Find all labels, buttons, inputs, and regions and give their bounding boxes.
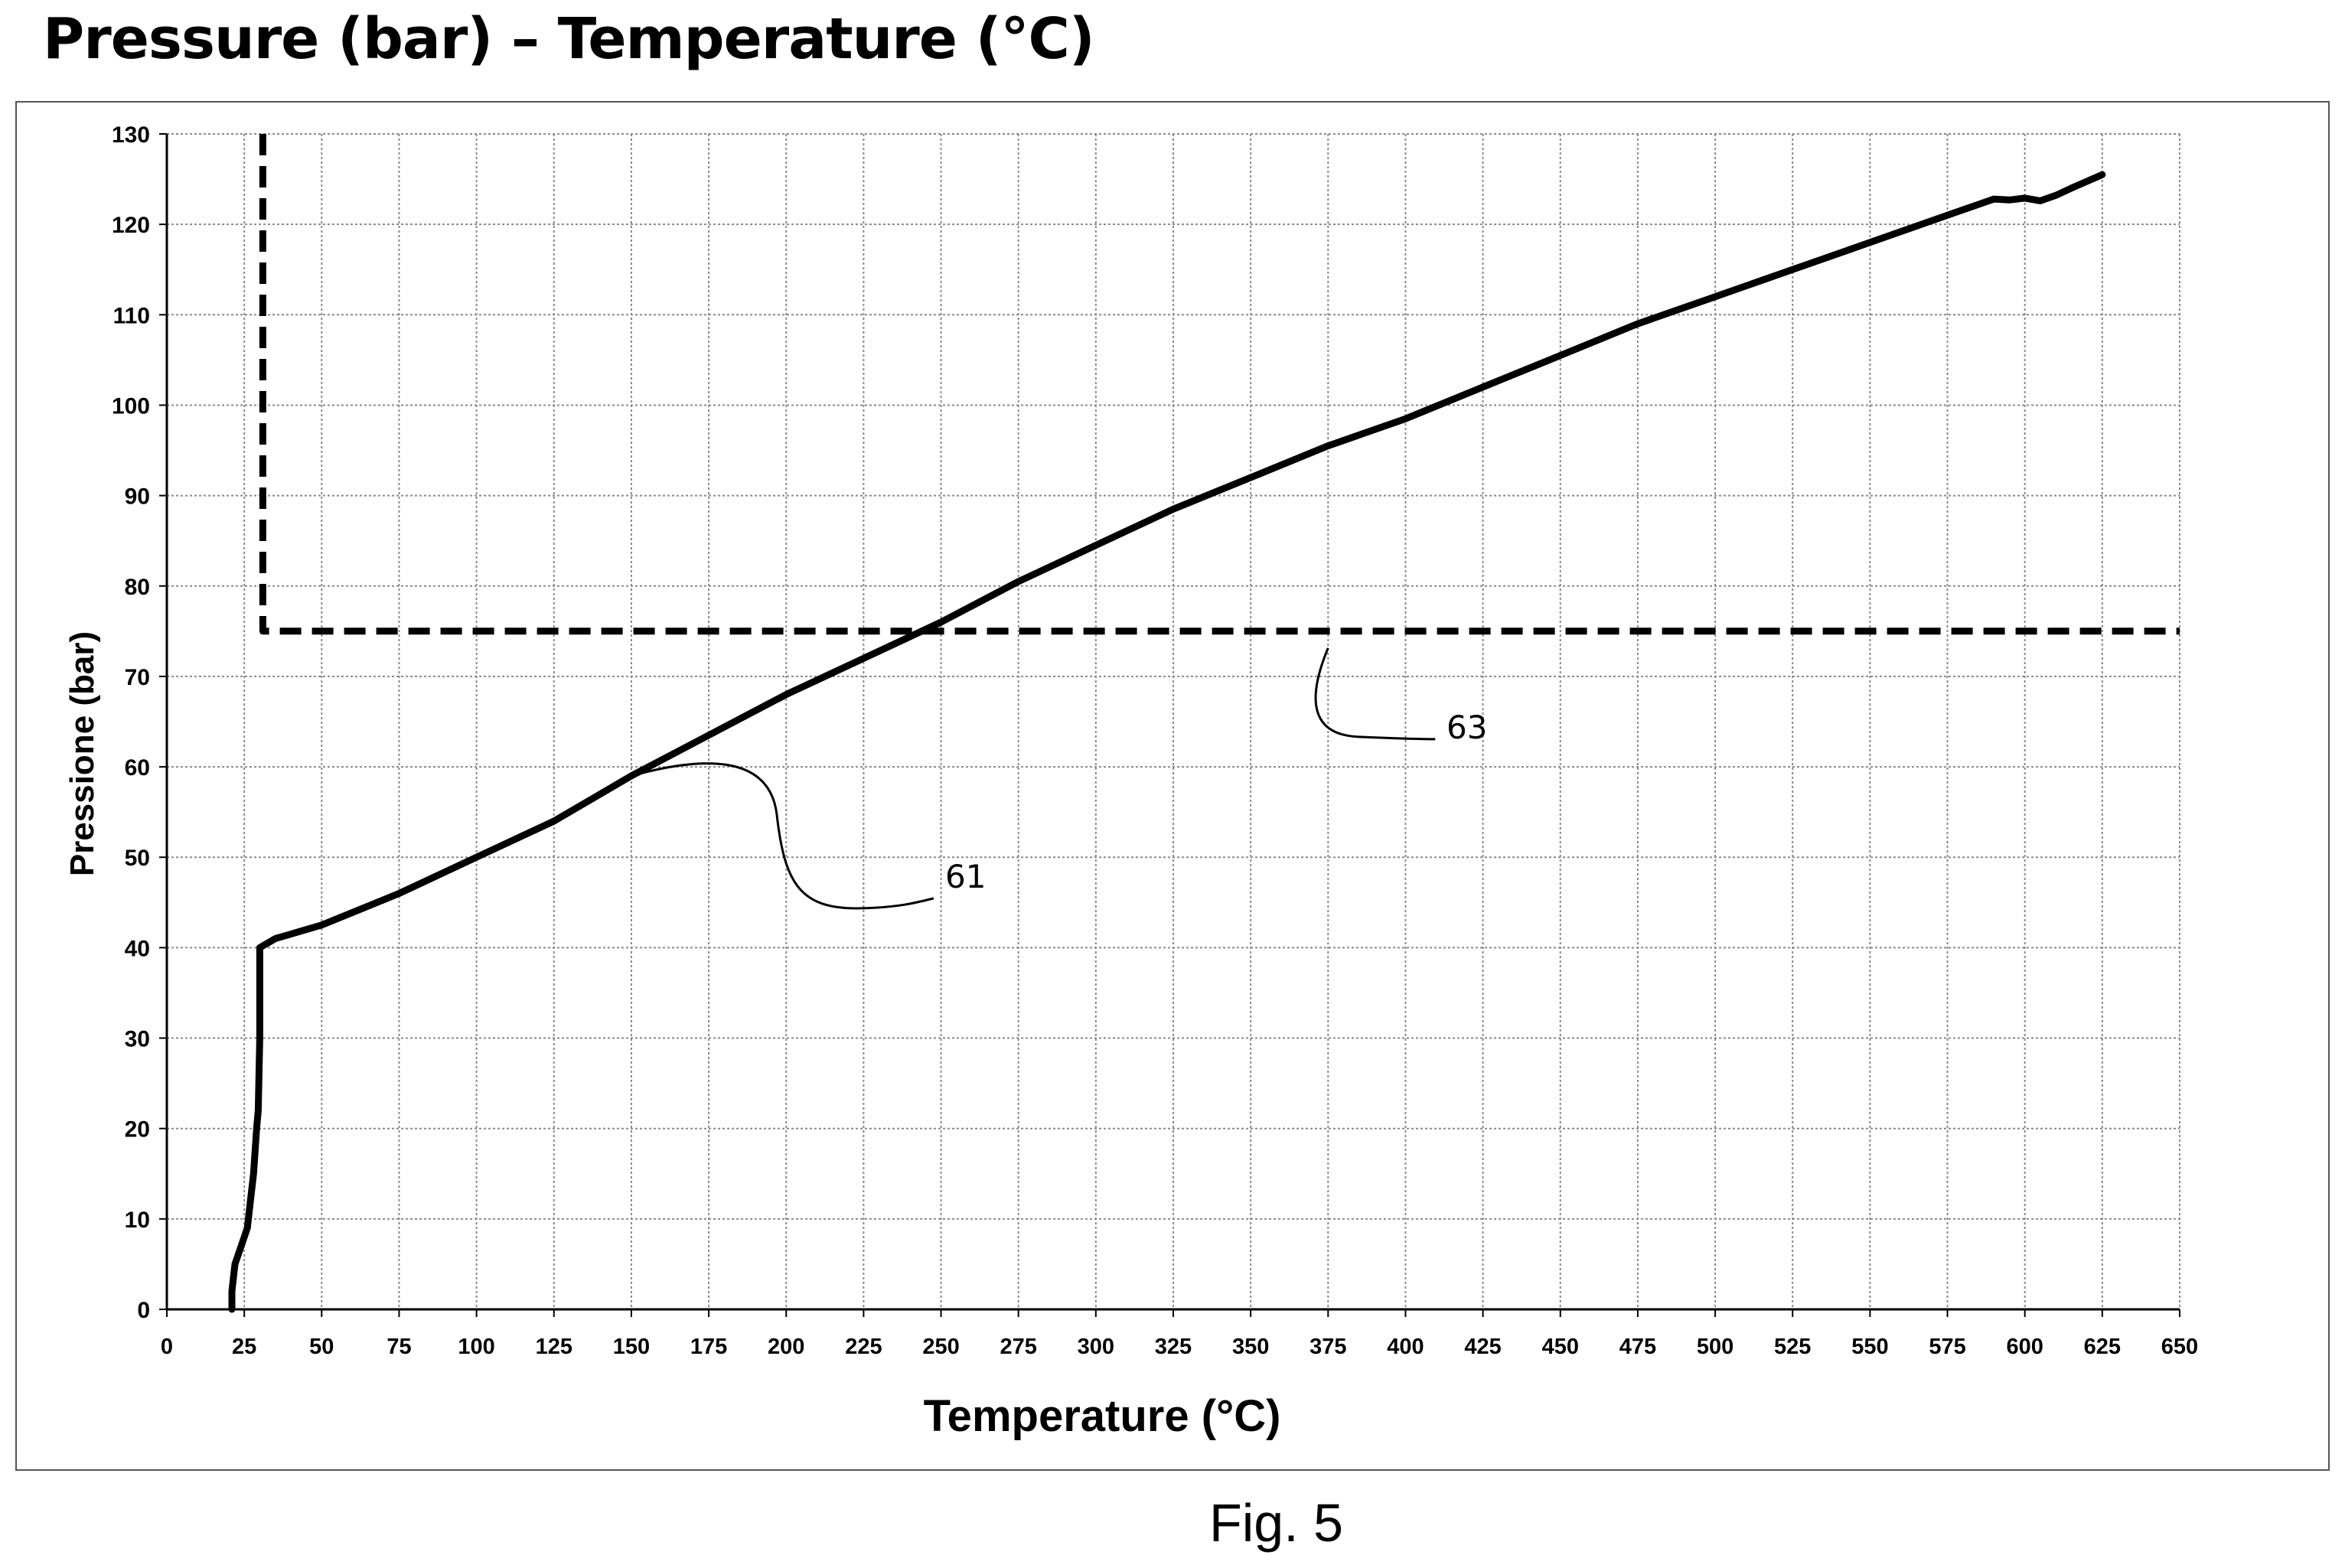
series-line-61	[228, 171, 2106, 1313]
x-tick-label-5: 125	[536, 1335, 572, 1359]
y-tick-label-1: 10	[125, 1208, 150, 1233]
series	[228, 134, 2180, 1313]
series-line-63	[259, 134, 2180, 635]
x-tick-label-2: 50	[309, 1335, 334, 1359]
x-tick-label-8: 200	[768, 1335, 804, 1359]
x-tick-label-12: 300	[1078, 1335, 1114, 1359]
y-tick-label-12: 120	[112, 213, 150, 238]
y-tick-label-4: 40	[125, 936, 150, 961]
y-tick-label-9: 90	[125, 484, 150, 510]
page-title: Pressure (bar) – Temperature (°C)	[43, 6, 1095, 72]
grid	[167, 133, 2180, 1309]
y-tick-label-13: 130	[112, 122, 150, 148]
x-tick-label-6: 150	[613, 1335, 650, 1359]
x-tick-label-16: 400	[1387, 1335, 1424, 1359]
y-tick-label-8: 80	[125, 575, 150, 600]
y-tick-label-3: 30	[125, 1027, 150, 1052]
x-tick-label-4: 100	[458, 1335, 494, 1359]
callout-label-63: 63	[1446, 709, 1487, 746]
y-tick-label-7: 70	[125, 665, 150, 690]
x-tick-label-13: 325	[1155, 1335, 1192, 1359]
x-tick-label-18: 450	[1542, 1335, 1579, 1359]
x-tick-label-1: 25	[232, 1335, 256, 1359]
y-tick-label-11: 110	[113, 303, 150, 328]
y-tick-label-0: 0	[137, 1298, 150, 1323]
y-tick-label-2: 20	[125, 1117, 150, 1143]
y-tick-label-5: 50	[125, 846, 150, 871]
y-tick-label-6: 60	[125, 755, 150, 781]
x-tick-label-9: 225	[845, 1335, 882, 1359]
x-tick-labels: 0 25 50 75 100 125 150 175 200 225 250 275 300 325 350…	[161, 1309, 2198, 1359]
callout-label-61: 61	[945, 858, 986, 895]
x-tick-label-17: 425	[1464, 1335, 1501, 1359]
y-tick-label-10: 100	[112, 393, 150, 419]
x-tick-label-19: 475	[1619, 1335, 1656, 1359]
x-tick-label-22: 550	[1851, 1335, 1888, 1359]
x-tick-label-26: 650	[2161, 1335, 2198, 1359]
x-tick-label-24: 600	[2006, 1335, 2043, 1359]
callout-leader-63	[1314, 647, 1436, 741]
figure-caption: Fig. 5	[1209, 1493, 1344, 1553]
callouts: 61 63	[631, 647, 1487, 910]
y-tick-labels: 0 10 20 30 40 50 60 70 80 90 100 110 120 130	[112, 122, 167, 1323]
x-tick-label-20: 500	[1697, 1335, 1733, 1359]
x-tick-label-7: 175	[690, 1335, 727, 1359]
y-axis-title: Pressione (bar)	[64, 631, 101, 876]
x-tick-label-10: 250	[922, 1335, 959, 1359]
x-tick-label-15: 375	[1309, 1335, 1346, 1359]
callout-leader-61	[631, 762, 934, 910]
x-tick-label-11: 275	[1000, 1335, 1036, 1359]
x-tick-label-0: 0	[161, 1335, 173, 1359]
x-tick-label-23: 575	[1929, 1335, 1965, 1359]
x-tick-label-21: 525	[1774, 1335, 1811, 1359]
x-axis-title: Temperature (°C)	[924, 1391, 1281, 1441]
x-tick-label-14: 350	[1232, 1335, 1269, 1359]
x-tick-label-3: 75	[386, 1335, 411, 1359]
x-tick-label-25: 625	[2084, 1335, 2121, 1359]
